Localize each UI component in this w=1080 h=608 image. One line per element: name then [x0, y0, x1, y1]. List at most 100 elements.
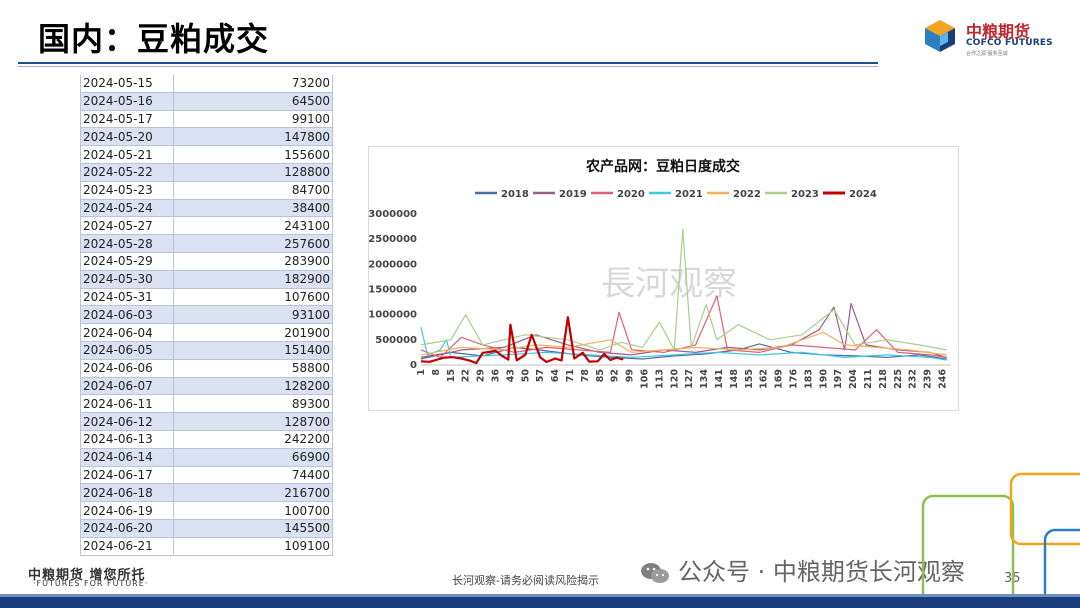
legend-label: 2023 — [791, 189, 819, 200]
volume-cell: 128200 — [173, 377, 333, 396]
corner-decoration — [921, 472, 1080, 600]
table-row: 2024-06-03 93100 — [80, 305, 333, 325]
legend-label: 2021 — [675, 189, 703, 200]
table-row: 2024-06-11 89300 — [80, 394, 333, 414]
x-tick-label: 92 — [610, 369, 621, 382]
x-tick-label: 246 — [937, 369, 948, 389]
date-cell: 2024-06-20 — [80, 519, 174, 538]
legend-label: 2018 — [501, 189, 529, 200]
table-row: 2024-06-06 58800 — [80, 359, 333, 378]
volume-cell: 84700 — [173, 181, 333, 200]
volume-cell: 155600 — [173, 145, 333, 164]
date-cell: 2024-06-14 — [80, 448, 174, 467]
date-cell: 2024-05-17 — [80, 110, 174, 129]
x-tick-label: 134 — [699, 369, 710, 389]
date-cell: 2024-05-30 — [80, 270, 174, 289]
table-row: 2024-05-20 147800 — [80, 127, 333, 147]
table-row: 2024-05-28 257600 — [80, 234, 333, 253]
date-cell: 2024-06-19 — [80, 501, 174, 520]
table-row: 2024-05-15 73200 — [80, 75, 333, 93]
volume-cell: 66900 — [173, 448, 333, 467]
table-row: 2024-06-07 128200 — [80, 377, 333, 396]
volume-cell: 58800 — [173, 359, 333, 378]
table-row: 2024-06-13 242200 — [80, 430, 333, 449]
x-tick-label: 155 — [744, 369, 755, 389]
volume-cell: 147800 — [173, 127, 333, 147]
date-cell: 2024-05-28 — [80, 234, 174, 253]
logo-slogan: 合作之源 服务至诚 — [966, 51, 1008, 57]
volume-cell: 107600 — [173, 288, 333, 307]
x-tick-label: 225 — [893, 369, 904, 389]
date-cell: 2024-05-29 — [80, 252, 174, 271]
x-tick-label: 204 — [848, 369, 859, 389]
x-tick-label: 218 — [878, 369, 889, 389]
footer-accent-bar — [0, 594, 1080, 597]
y-tick-label: 2500000 — [369, 234, 417, 245]
y-tick-label: 1500000 — [369, 285, 417, 296]
x-tick-label: 71 — [565, 369, 576, 382]
x-tick-label: 99 — [625, 369, 636, 382]
volume-cell: 109100 — [173, 537, 333, 556]
x-tick-label: 127 — [684, 369, 695, 389]
table-row: 2024-06-18 216700 — [80, 483, 333, 503]
date-cell: 2024-06-21 — [80, 537, 174, 556]
table-row: 2024-05-22 128800 — [80, 163, 333, 182]
date-cell: 2024-05-24 — [80, 199, 174, 218]
x-tick-label: 64 — [550, 369, 561, 383]
x-tick-label: 50 — [520, 369, 531, 383]
date-cell: 2024-06-03 — [80, 305, 174, 325]
table-row: 2024-05-24 38400 — [80, 199, 333, 218]
wechat-account: 公众号 · 中粮期货长河观察 — [640, 552, 965, 587]
volume-cell: 257600 — [173, 234, 333, 253]
date-cell: 2024-05-23 — [80, 181, 174, 200]
table-row: 2024-05-27 243100 — [80, 216, 333, 236]
x-tick-label: 232 — [908, 369, 919, 389]
volume-cell: 242200 — [173, 430, 333, 449]
x-tick-label: 1 — [416, 369, 427, 376]
y-tick-label: 3000000 — [369, 209, 417, 220]
series-line-2019 — [420, 303, 947, 360]
x-tick-label: 57 — [535, 369, 546, 382]
x-tick-label: 106 — [639, 369, 650, 389]
footer-slogan-cn: 中粮期货 增您所托 — [28, 568, 146, 583]
date-cell: 2024-06-18 — [80, 483, 174, 503]
legend-label: 2024 — [849, 189, 877, 200]
date-cell: 2024-05-20 — [80, 127, 174, 147]
table-row: 2024-05-31 107600 — [80, 288, 333, 307]
x-tick-label: 8 — [431, 369, 442, 376]
x-tick-label: 36 — [490, 369, 501, 383]
volume-cell: 64500 — [173, 92, 333, 111]
x-tick-label: 29 — [476, 369, 487, 382]
table-row: 2024-05-23 84700 — [80, 181, 333, 200]
x-tick-label: 113 — [654, 369, 665, 389]
daily-volume-table: 2024-05-15 73200 2024-05-16 64500 2024-05-17… — [80, 75, 333, 556]
volume-cell: 99100 — [173, 110, 333, 129]
chart-title: 农产品网：豆粕日度成交 — [585, 158, 740, 175]
wechat-label: 公众号 · 中粮期货长河观察 — [678, 558, 965, 586]
y-tick-label: 0 — [410, 360, 417, 371]
legend-label: 2022 — [733, 189, 761, 200]
company-logo: 中粮期货 COFCO FUTURES 合作之源 服务至诚 — [922, 16, 1062, 60]
x-tick-label: 78 — [580, 369, 591, 383]
risk-disclaimer: 长河观察-请务必阅读风险揭示 — [452, 574, 599, 587]
volume-cell: 93100 — [173, 305, 333, 325]
title-divider-thin — [18, 66, 878, 67]
date-cell: 2024-05-15 — [80, 75, 174, 93]
chart-panel: 农产品网：豆粕日度成交 長河观察 2018 2019 2020 2021 2022 2023 2… — [368, 146, 959, 411]
date-cell: 2024-05-21 — [80, 145, 174, 164]
table-row: 2024-06-17 74400 — [80, 466, 333, 485]
date-cell: 2024-06-06 — [80, 359, 174, 378]
volume-cell: 128700 — [173, 412, 333, 431]
date-cell: 2024-05-27 — [80, 216, 174, 236]
table-row: 2024-05-30 182900 — [80, 270, 333, 289]
volume-cell: 38400 — [173, 199, 333, 218]
table-row: 2024-06-12 128700 — [80, 412, 333, 431]
date-cell: 2024-05-31 — [80, 288, 174, 307]
date-cell: 2024-06-05 — [80, 341, 174, 360]
chart-watermark: 長河观察 — [601, 264, 737, 304]
date-cell: 2024-05-22 — [80, 163, 174, 182]
logo-cn-text: 中粮期货 — [966, 22, 1031, 41]
logo-en-text: COFCO FUTURES — [966, 38, 1053, 48]
table-row: 2024-06-14 66900 — [80, 448, 333, 467]
y-tick-label: 2000000 — [369, 259, 417, 270]
